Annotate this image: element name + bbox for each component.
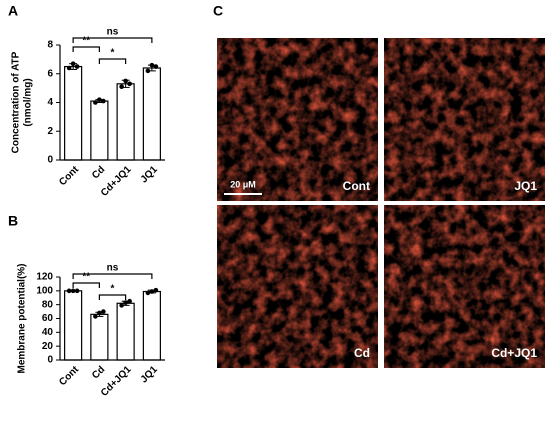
significance-bracket <box>72 273 153 279</box>
panel-label: C <box>213 3 223 19</box>
data-point <box>123 78 128 84</box>
data-point <box>149 62 155 68</box>
y-tick-label: 60 <box>42 313 54 324</box>
significance-bracket <box>72 46 100 52</box>
x-tick-label: Cd <box>90 164 107 181</box>
bar <box>64 65 83 161</box>
significance-label: ** <box>82 36 90 47</box>
x-tick-label: JQ1 <box>139 364 160 385</box>
micrograph-label: Cd <box>354 346 370 360</box>
micrograph <box>384 205 545 368</box>
bar <box>142 290 161 361</box>
x-tick-label: Cont <box>57 164 81 188</box>
micrograph-label: JQ1 <box>514 179 537 193</box>
y-axis-label: Concentration of ATP <box>11 51 22 153</box>
data-point <box>145 290 151 296</box>
significance-bracket <box>98 294 127 300</box>
micrograph <box>217 38 378 201</box>
micrograph-label: Cont <box>343 179 370 193</box>
y-tick-label: 0 <box>47 355 53 366</box>
panel-label: A <box>8 3 18 19</box>
significance-bracket <box>72 282 100 288</box>
y-tick-label: 20 <box>42 341 54 352</box>
scale-bar-label: 20 μM <box>230 179 256 189</box>
data-point <box>145 68 151 74</box>
data-point <box>74 288 80 294</box>
significance-label: * <box>111 48 115 59</box>
micrograph <box>384 38 545 201</box>
x-tick-label: JQ1 <box>139 164 160 185</box>
y-axis-label: Membrane potential(%) <box>17 263 28 373</box>
y-tick-label: 4 <box>47 97 53 108</box>
bar <box>116 302 135 361</box>
data-point <box>70 61 76 66</box>
micrograph-label: Cd+JQ1 <box>491 346 537 360</box>
data-point <box>74 64 80 69</box>
significance-label: ns <box>107 263 119 274</box>
y-axis-label: (nmol/mg) <box>23 78 34 126</box>
bar <box>90 313 109 361</box>
y-tick-label: 40 <box>42 327 54 338</box>
micrograph <box>217 205 378 368</box>
y-tick-label: 120 <box>36 272 53 283</box>
significance-label: * <box>111 284 115 295</box>
data-point <box>66 65 72 71</box>
data-point <box>97 310 102 316</box>
significance-bracket <box>98 58 127 64</box>
data-point <box>153 287 159 293</box>
data-point <box>66 288 72 294</box>
y-tick-label: 80 <box>42 299 54 310</box>
data-point <box>119 84 124 89</box>
x-tick-label: Cd <box>90 364 107 381</box>
data-point <box>101 309 106 314</box>
data-point <box>101 98 106 104</box>
significance-bracket <box>72 37 153 43</box>
data-point <box>149 289 155 294</box>
y-tick-label: 2 <box>47 126 53 137</box>
data-point <box>119 303 124 308</box>
panel-label: B <box>8 213 18 229</box>
data-point <box>93 100 98 105</box>
y-tick-label: 0 <box>47 155 53 166</box>
y-tick-label: 6 <box>47 68 53 79</box>
significance-label: ** <box>82 272 90 283</box>
data-point <box>97 97 102 102</box>
data-point <box>153 64 159 69</box>
y-tick-label: 8 <box>47 40 53 51</box>
y-tick-label: 100 <box>36 285 53 296</box>
data-point <box>70 288 76 294</box>
data-point <box>93 314 98 319</box>
data-point <box>127 298 132 304</box>
bar <box>90 100 109 161</box>
data-point <box>127 81 132 87</box>
significance-label: ns <box>107 27 119 38</box>
bar <box>142 67 161 161</box>
data-point <box>123 300 128 305</box>
bar <box>116 83 135 161</box>
x-tick-label: Cont <box>57 364 81 388</box>
bar <box>64 290 83 361</box>
